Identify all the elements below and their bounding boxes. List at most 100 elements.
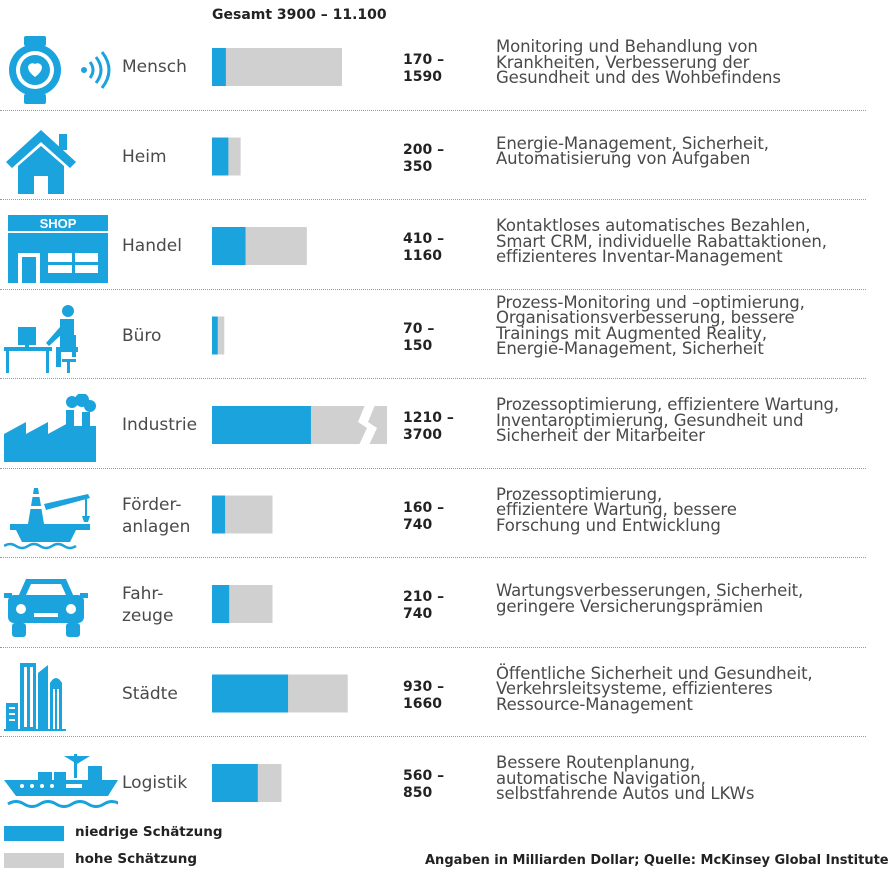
range-label: 930 –1660 [403, 679, 483, 713]
range-label-line: 150 [403, 337, 433, 354]
description-line: Öffentliche Sicherheit und Gesundheit, [496, 663, 813, 683]
category-label-line: Logistik [122, 773, 188, 793]
range-label: 200 –350 [403, 142, 483, 176]
category-label: Fahr-zeuge [122, 583, 212, 627]
category-label-line: Förder- [122, 494, 182, 515]
row-separator [0, 557, 866, 558]
category-label-line: Büro [122, 325, 162, 346]
row-separator [0, 288, 866, 290]
range-label: 70 –150 [403, 321, 483, 355]
shop-icon: SHOP [4, 215, 118, 283]
category-row: Büro 70 –150 Prozess-Monitoring und –optim… [0, 293, 890, 383]
category-row: Fahr-zeuge 210 –740 Wartungsverbesserungen… [0, 561, 890, 651]
chart-title: Gesamt 3900 – 11.100 [212, 7, 387, 23]
row-separator [0, 109, 866, 111]
description-line: selbstfahrende Autos und LKWs [496, 784, 755, 803]
range-label-line: 410 – [403, 231, 445, 247]
office-worker-icon [4, 304, 118, 373]
category-label-line: Mensch [122, 57, 187, 77]
range-label: 560 –850 [403, 768, 483, 802]
description: Energie-Management, Sicherheit, Automatis… [496, 133, 876, 168]
row-separator [0, 378, 866, 379]
row-separator [0, 646, 866, 648]
category-label: Heim [122, 146, 212, 168]
description-line: geringere Versicherungsprämien [496, 596, 764, 616]
description-line: automatische Navigation, [496, 768, 706, 788]
house-icon [4, 126, 118, 194]
source-note: Angaben in Milliarden Dollar; Quelle: Mc… [425, 853, 889, 868]
description-line: Smart CRM, individuelle Rabattaktionen, [496, 231, 827, 251]
row-separator [0, 199, 866, 200]
row-separator [0, 736, 866, 737]
range-label-line: 740 [403, 516, 433, 533]
category-label: Städte [122, 683, 212, 705]
description: Monitoring und Behandlung von Krankheiten… [496, 39, 876, 86]
category-label-line: Industrie [122, 415, 198, 435]
range-label-line: 930 – [403, 678, 445, 695]
category-label-line: Handel [122, 236, 182, 256]
description-line: Organisationsverbesserung, bessere [496, 308, 795, 327]
range-label-line: 160 – [403, 499, 445, 516]
category-row: Logistik 560 –850 Bessere Routenplanung, au… [0, 740, 890, 830]
category-label-line: Fahr- [122, 584, 164, 604]
category-label-line: Heim [122, 146, 167, 167]
cargo-ship-icon [4, 752, 121, 820]
car-icon [4, 573, 118, 641]
description-line: Krankheiten, Verbesserung der [496, 52, 750, 72]
category-row: Mensch 170 –1590 Monitoring und Behandlung… [0, 24, 890, 114]
description-line: Trainings mit Augmented Reality, [496, 323, 767, 343]
category-label: Logistik [122, 772, 212, 794]
range-label-line: 740 [403, 606, 433, 622]
svg-text:SHOP: SHOP [40, 216, 77, 231]
range-label-line: 170 – [403, 52, 445, 68]
description-line: effizienteres Inventar-Management [496, 247, 783, 266]
oil-rig-icon [3, 484, 118, 552]
description: Bessere Routenplanung, automatische Navig… [496, 755, 876, 802]
city-icon [4, 662, 118, 731]
category-row: Industrie 1210 –3700 Prozessoptimierung, e… [0, 382, 890, 472]
range-label-line: 850 [403, 785, 433, 801]
description-line: Automatisierung von Aufgaben [496, 149, 751, 168]
range-label: 210 –740 [403, 589, 483, 623]
description-line: Prozess-Monitoring und –optimierung, [496, 292, 805, 312]
category-label: Büro [122, 325, 212, 347]
category-label-line: zeuge [122, 606, 174, 626]
category-row: Städte 930 –1660 Öffentliche Sicherheit un… [0, 651, 890, 741]
description-line: Energie-Management, Sicherheit, [496, 133, 769, 153]
range-label-line: 1590 [403, 69, 442, 85]
description-line: Bessere Routenplanung, [496, 753, 696, 772]
range-label: 410 –1160 [403, 231, 483, 265]
description-line: Prozessoptimierung, effizientere Wartung… [496, 395, 840, 414]
description-line: Sicherheit der Mitarbeiter [496, 426, 705, 445]
description: Kontaktloses automatisches Bezahlen, Smar… [496, 218, 876, 265]
range-label-line: 350 [403, 158, 433, 175]
range-label-line: 200 – [403, 141, 445, 158]
legend-label-low: niedrige Schätzung [75, 824, 223, 840]
description-line: Prozessoptimierung, [496, 484, 663, 504]
range-label: 1210 –3700 [403, 410, 483, 444]
category-label-line: anlagen [122, 516, 191, 537]
description-line: Inventaroptimierung, Gesundheit und [496, 410, 804, 430]
range-label-line: 1160 [403, 248, 442, 264]
range-label-line: 560 – [403, 768, 445, 784]
range-label-line: 3700 [403, 427, 442, 443]
range-label-line: 70 – [403, 320, 435, 337]
description-line: Wartungsverbesserungen, Sicherheit, [496, 581, 804, 600]
description: Prozess-Monitoring und –optimierung, Orga… [496, 292, 876, 357]
factory-icon [4, 393, 118, 462]
description: Prozessoptimierung, effizientere Wartung,… [496, 484, 876, 535]
description-line: Kontaktloses automatisches Bezahlen, [496, 216, 811, 235]
description-line: Forschung und Entwicklung [496, 515, 721, 535]
description-line: Gesundheit und des Wohbefindens [496, 68, 781, 87]
category-label: Förder-anlagen [122, 494, 212, 538]
range-label: 170 –1590 [403, 52, 483, 86]
category-row: SHOP Handel 410 –1160 Kontaktloses automat… [0, 203, 890, 293]
description: Öffentliche Sicherheit und Gesundheit, Ve… [496, 663, 876, 713]
legend-swatch-high [4, 853, 64, 868]
row-separator [0, 467, 866, 469]
category-row: Heim 200 –350 Energie-Management, Sicherhe… [0, 114, 890, 204]
range-label-line: 1660 [403, 695, 442, 712]
category-label-line: Städte [122, 683, 178, 704]
range-label-line: 210 – [403, 589, 445, 605]
legend-swatch-low [4, 826, 64, 841]
